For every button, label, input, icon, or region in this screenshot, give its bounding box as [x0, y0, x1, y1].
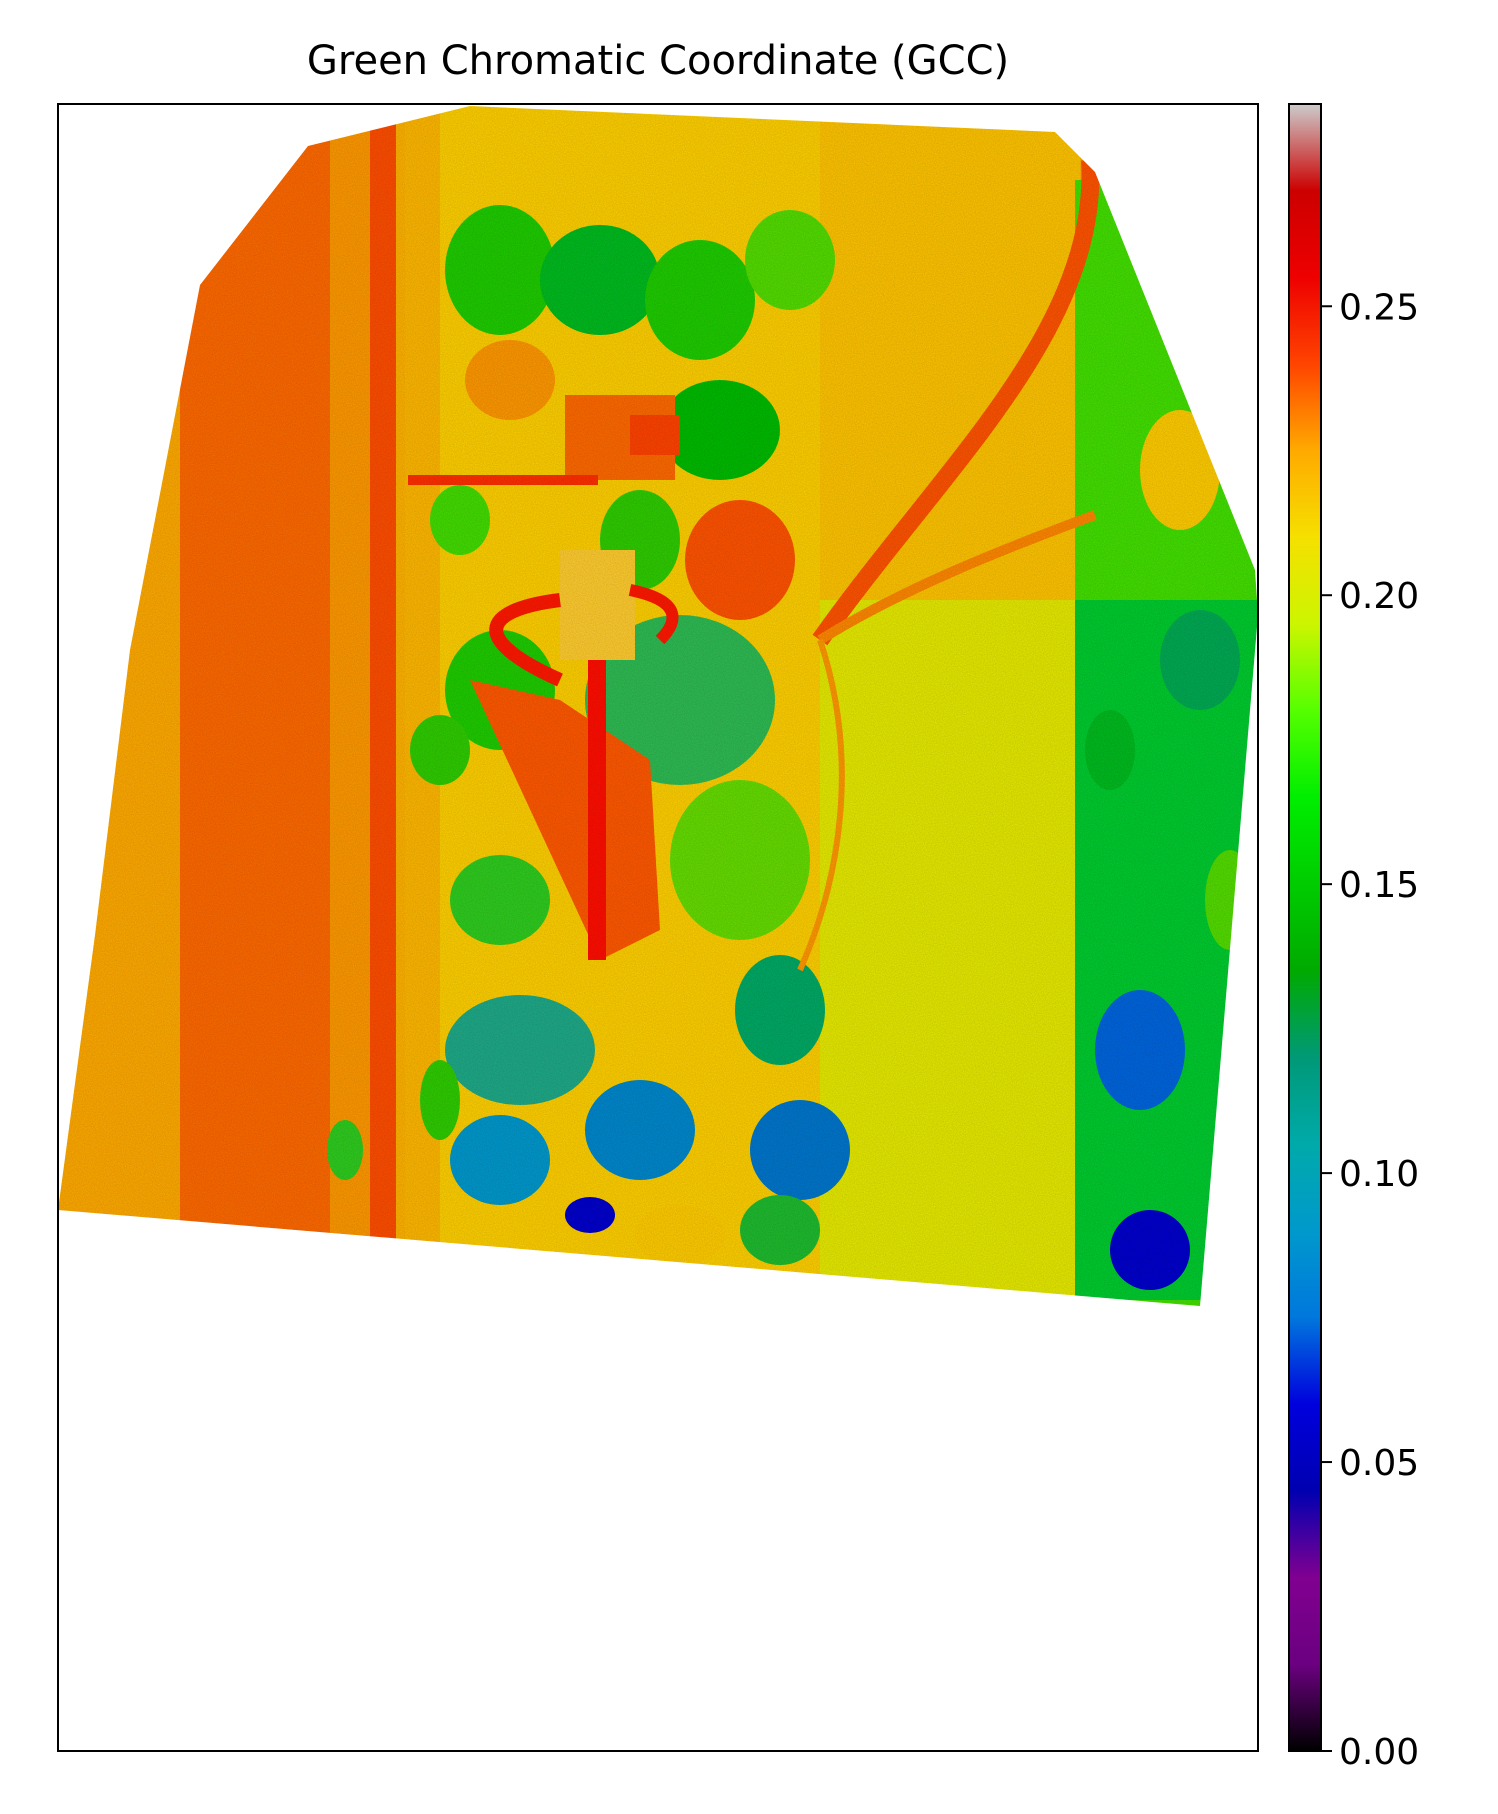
colorbar-tick-label: 0.20	[1339, 576, 1419, 617]
colorbar-ticks: 0.00 0.05 0.10 0.15 0.20 0.25	[1321, 287, 1419, 1773]
colorbar-tick-label: 0.10	[1339, 1154, 1419, 1195]
chart-title: Green Chromatic Coordinate (GCC)	[306, 38, 1010, 84]
colorbar-tick-label: 0.15	[1339, 865, 1419, 906]
colorbar-tick-label: 0.00	[1339, 1732, 1419, 1773]
colorbar-tick-label: 0.05	[1339, 1443, 1419, 1484]
colorbar-tick-label: 0.25	[1339, 287, 1419, 328]
gcc-raster	[58, 106, 1258, 1306]
colorbar: 0.00 0.05 0.10 0.15 0.20 0.25	[1288, 103, 1419, 1773]
plot-frame	[57, 103, 1259, 1752]
colorbar-gradient	[1289, 104, 1321, 1751]
colorbar-frame	[1288, 103, 1322, 1752]
